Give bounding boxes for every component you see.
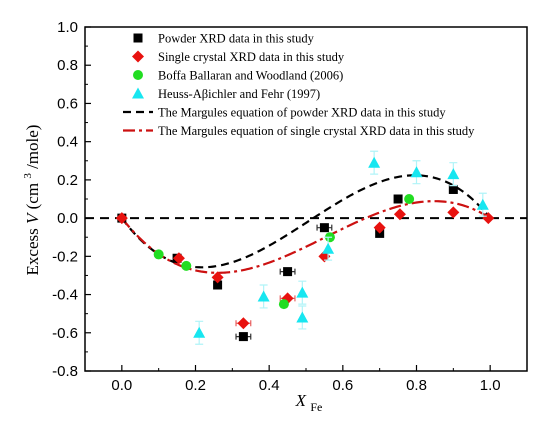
data-point-s2-p10: [482, 212, 495, 225]
x-axis-title-sub: Fe: [310, 400, 322, 414]
legend-marker-4: [132, 87, 144, 99]
legend-label-6: The Margules equation of single crystal …: [158, 124, 475, 138]
data-point-s3-p3: [278, 299, 289, 310]
y-axis-title-sup: 3: [22, 173, 34, 179]
data-point-s2-p2: [172, 252, 185, 265]
data-point-s1-p8: [393, 194, 403, 204]
y-tick-label-9: 0.8: [57, 57, 78, 74]
x-tick-label-3: 0.4: [259, 377, 280, 394]
y-axis-title-main: Excess: [23, 224, 42, 275]
legend-label-4: Heuss-Aβichler and Fehr (1997): [158, 87, 320, 101]
y-tick-label-7: 0.4: [57, 134, 78, 151]
data-point-s2-p9: [447, 206, 460, 219]
plot-area: [85, 27, 527, 371]
data-point-s2-p7: [373, 221, 386, 234]
legend-label-2: Single crystal XRD data in this study: [158, 50, 345, 64]
x-tick-label-4: 0.6: [332, 377, 353, 394]
data-point-s1-p9: [448, 184, 458, 194]
data-point-s4-p7: [410, 166, 423, 178]
y-tick-label-10: 1.0: [57, 19, 78, 36]
y-axis-title-unit-close: /mole): [23, 125, 42, 169]
data-point-s4-p2: [257, 290, 270, 302]
data-point-s3-p5: [404, 194, 415, 204]
x-tick-label-6: 1.0: [480, 377, 501, 394]
data-points-layer: [115, 150, 495, 345]
data-point-s2-p4: [237, 317, 250, 330]
legend-marker-1: [133, 33, 143, 43]
x-axis-title-main: X: [295, 391, 307, 410]
data-point-s1-p3: [213, 280, 223, 290]
y-tick-label-5: 0.0: [57, 210, 78, 227]
y-tick-label-2: -0.6: [52, 325, 78, 342]
plot-background: [85, 27, 527, 371]
data-point-s4-p4: [296, 311, 309, 323]
y-axis-title-var: V: [23, 211, 42, 224]
x-axis-title: X Fe: [295, 391, 323, 414]
legend-label-3: Boffa Ballaran and Woodland (2006): [158, 69, 343, 83]
data-point-s2-p6: [318, 250, 331, 263]
data-point-s3-p2: [181, 260, 192, 271]
y-axis-title: Excess V (cm 3 /mole): [16, 125, 42, 276]
legend-marker-3: [133, 70, 143, 80]
data-point-s1-p5: [283, 267, 293, 277]
y-tick-label-3: -0.4: [52, 287, 78, 304]
data-point-s4-p3: [296, 286, 309, 298]
data-point-s2-p1: [115, 212, 128, 225]
y-tick-label-6: 0.2: [57, 172, 78, 189]
data-point-s4-p5: [322, 242, 335, 254]
data-point-s3-p1: [153, 249, 164, 260]
data-point-s4-p1: [193, 326, 206, 338]
data-point-s4-p6: [368, 156, 381, 168]
y-tick-label-1: -0.8: [52, 363, 78, 380]
x-tick-label-5: 0.8: [406, 377, 427, 394]
axes-layer: 0.0 0.2 0.4 0.6 0.8 1.0 -0.8 -0.6 -0.4 -0.2 0.0 0.2…: [52, 19, 528, 394]
data-point-s1-p6: [319, 223, 329, 233]
x-tick-label-1: 0.0: [111, 377, 132, 394]
data-point-s1-p4: [238, 332, 248, 342]
data-point-s4-p8: [447, 168, 460, 180]
data-point-s2-p8: [393, 208, 406, 221]
data-point-s2-p3: [211, 271, 224, 284]
legend-marker-2: [132, 50, 144, 63]
y-axis-title-unit-open: (cm: [23, 183, 42, 209]
y-tick-label-4: -0.2: [52, 248, 78, 265]
data-point-s4-p9: [476, 198, 489, 210]
legend-label-1: Powder XRD data in this study: [158, 32, 315, 46]
y-tick-label-8: 0.6: [57, 95, 78, 112]
legend-label-5: The Margules equation of powder XRD data…: [158, 106, 446, 120]
legend: Powder XRD data in this study Single crys…: [123, 32, 475, 138]
x-tick-label-2: 0.2: [185, 377, 206, 394]
